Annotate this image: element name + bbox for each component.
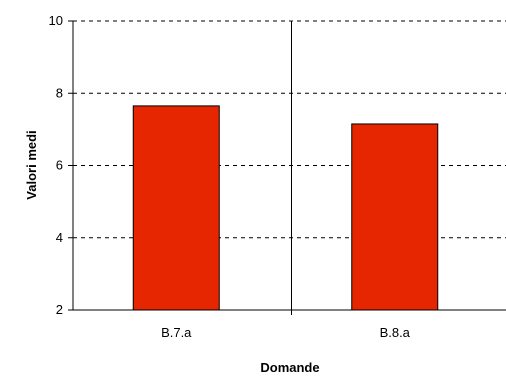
- y-tick-label-4: 4: [56, 230, 63, 245]
- bar-B.7.a: [132, 105, 220, 311]
- y-axis-title: Valori medi: [24, 130, 39, 199]
- y-tick-label-8: 8: [56, 85, 63, 100]
- x-axis-title: Domande: [260, 360, 319, 375]
- x-tick-label-B.7.a: B.7.a: [161, 325, 192, 340]
- x-tick-label-B.8.a: B.8.a: [380, 325, 411, 340]
- axes: [68, 20, 506, 315]
- bar-B.8.a: [351, 123, 439, 311]
- y-tick-label-2: 2: [56, 302, 63, 317]
- y-tick-label-10: 10: [49, 13, 63, 28]
- tick-labels: 2 4 6 8 10 B.7.a B.8.a: [49, 13, 411, 340]
- y-tick-label-6: 6: [56, 158, 63, 173]
- bars: [132, 105, 439, 311]
